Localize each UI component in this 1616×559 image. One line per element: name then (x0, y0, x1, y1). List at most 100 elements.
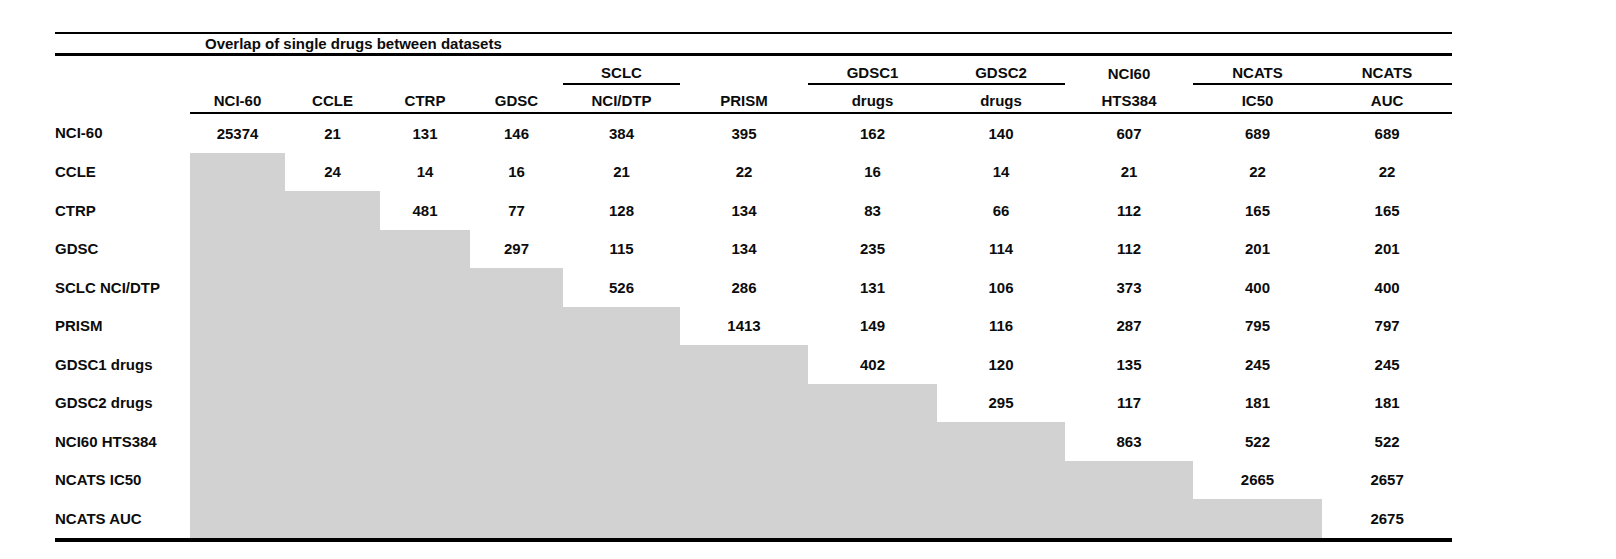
shaded-cell (680, 461, 808, 500)
column-group-header: GDSC2 (937, 55, 1065, 85)
shaded-cell (380, 422, 470, 461)
table-row: NCATS AUC2675 (55, 499, 1452, 540)
data-cell: 245 (1193, 345, 1322, 384)
shaded-cell (937, 499, 1065, 540)
data-cell: 21 (563, 153, 680, 192)
column-group-header: GDSC1 (808, 55, 937, 85)
header-corner-blank (55, 55, 190, 85)
data-cell: 22 (1193, 153, 1322, 192)
table-row: CCLE24141621221614212222 (55, 153, 1452, 192)
shaded-cell (190, 191, 285, 230)
data-cell: 14 (937, 153, 1065, 192)
data-cell: 295 (937, 384, 1065, 423)
column-header: HTS384 (1065, 84, 1193, 113)
data-cell: 16 (470, 153, 563, 192)
row-label: NCATS IC50 (55, 461, 190, 500)
column-header: NCI/DTP (563, 84, 680, 113)
shaded-cell (190, 422, 285, 461)
data-cell: 287 (1065, 307, 1193, 346)
shaded-cell (680, 422, 808, 461)
table-row: CTRP481771281348366112165165 (55, 191, 1452, 230)
data-cell: 115 (563, 230, 680, 269)
shaded-cell (285, 499, 380, 540)
table-row: GDSC2 drugs295117181181 (55, 384, 1452, 423)
column-group-header: NCATS (1322, 55, 1452, 85)
shaded-cell (190, 384, 285, 423)
shaded-cell (285, 384, 380, 423)
data-cell: 689 (1193, 113, 1322, 153)
data-cell: 131 (380, 113, 470, 153)
data-cell: 66 (937, 191, 1065, 230)
column-group-header: NCI60 (1065, 55, 1193, 85)
shaded-cell (563, 461, 680, 500)
row-label: GDSC2 drugs (55, 384, 190, 423)
column-group-header (380, 55, 470, 85)
shaded-cell (937, 422, 1065, 461)
shaded-cell (380, 461, 470, 500)
shaded-cell (190, 307, 285, 346)
shaded-cell (1193, 499, 1322, 540)
data-cell: 77 (470, 191, 563, 230)
data-cell: 384 (563, 113, 680, 153)
data-cell: 22 (1322, 153, 1452, 192)
shaded-cell (285, 307, 380, 346)
shaded-cell (808, 461, 937, 500)
data-cell: 181 (1193, 384, 1322, 423)
data-cell: 16 (808, 153, 937, 192)
shaded-cell (470, 422, 563, 461)
table-row: GDSC1 drugs402120135245245 (55, 345, 1452, 384)
shaded-cell (563, 345, 680, 384)
data-cell: 2665 (1193, 461, 1322, 500)
data-cell: 22 (680, 153, 808, 192)
data-cell: 2657 (1322, 461, 1452, 500)
shaded-cell (808, 384, 937, 423)
data-cell: 201 (1322, 230, 1452, 269)
data-cell: 607 (1065, 113, 1193, 153)
data-cell: 481 (380, 191, 470, 230)
shaded-cell (563, 499, 680, 540)
row-label: GDSC1 drugs (55, 345, 190, 384)
data-cell: 146 (470, 113, 563, 153)
table-title: Overlap of single drugs between datasets (55, 33, 1452, 55)
column-group-header (190, 55, 285, 85)
column-header: GDSC (470, 84, 563, 113)
row-label: PRISM (55, 307, 190, 346)
data-cell: 128 (563, 191, 680, 230)
column-group-header (680, 55, 808, 85)
row-label: SCLC NCI/DTP (55, 268, 190, 307)
shaded-cell (470, 499, 563, 540)
data-cell: 400 (1193, 268, 1322, 307)
data-cell: 83 (808, 191, 937, 230)
data-cell: 112 (1065, 191, 1193, 230)
shaded-cell (680, 384, 808, 423)
header-row-group: SCLCGDSC1GDSC2NCI60NCATSNCATS (55, 55, 1452, 85)
shaded-cell (470, 461, 563, 500)
title-row: Overlap of single drugs between datasets (55, 33, 1452, 55)
shaded-cell (470, 268, 563, 307)
data-cell: 395 (680, 113, 808, 153)
shaded-cell (285, 191, 380, 230)
shaded-cell (285, 461, 380, 500)
shaded-cell (380, 345, 470, 384)
data-cell: 245 (1322, 345, 1452, 384)
row-label: CTRP (55, 191, 190, 230)
shaded-cell (563, 384, 680, 423)
shaded-cell (190, 230, 285, 269)
row-label: NCI-60 (55, 113, 190, 153)
table-row: NCI60 HTS384863522522 (55, 422, 1452, 461)
column-header: NCI-60 (190, 84, 285, 113)
data-cell: 2675 (1322, 499, 1452, 540)
column-header: drugs (937, 84, 1065, 113)
table-row: SCLC NCI/DTP526286131106373400400 (55, 268, 1452, 307)
shaded-cell (380, 268, 470, 307)
data-cell: 112 (1065, 230, 1193, 269)
data-cell: 795 (1193, 307, 1322, 346)
shaded-cell (808, 422, 937, 461)
column-header: drugs (808, 84, 937, 113)
data-cell: 114 (937, 230, 1065, 269)
column-header: AUC (1322, 84, 1452, 113)
column-group-header: SCLC (563, 55, 680, 85)
data-cell: 1413 (680, 307, 808, 346)
column-group-header (285, 55, 380, 85)
shaded-cell (285, 422, 380, 461)
